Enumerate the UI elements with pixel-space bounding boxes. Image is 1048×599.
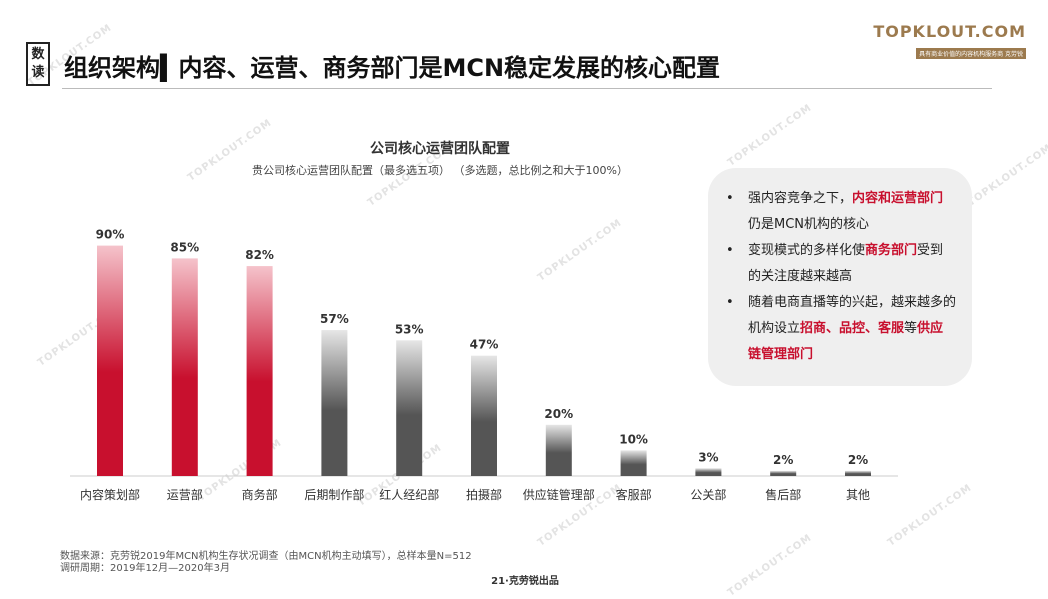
bar-1 [171,258,198,476]
data-source: 数据来源：克劳锐2019年MCN机构生存状况调查（由MCN机构主动填写），总样本… [60,551,472,562]
insight-item-2: 随着电商直播等的兴起，越来越多的机构设立招商、品控、客服等供应链管理部门 [726,290,957,368]
highlight-text: 内容和运营部门 [852,191,944,206]
insight-text: 受到的关注度越来越高 [748,243,944,284]
category-label-9: 售后部 [765,487,801,502]
category-label-8: 公关部 [690,487,726,502]
insight-text: 强内容竞争之下， [748,191,853,206]
footer-source-note: 数据来源：克劳锐2019年MCN机构生存状况调查（由MCN机构主动填写），总样本… [60,551,472,575]
insight-list: 强内容竞争之下，内容和运营部门仍是MCN机构的核心变现模式的多样化使商务部门受到… [726,186,956,368]
page-title: 组织架构▍内容、运营、商务部门是MCN稳定发展的核心配置 [64,54,721,82]
bar-0 [97,245,123,476]
page-number: 21·克劳锐出品 [491,576,559,587]
insight-item-0: 强内容竞争之下，内容和运营部门仍是MCN机构的核心 [726,186,956,238]
highlight-text: 招商、品控、客服 [800,321,905,336]
highlight-text: 供应链管理部门 [748,321,944,362]
category-label-10: 其他 [846,488,870,502]
category-label-0: 内容策划部 [80,487,140,502]
category-label-5: 拍摄部 [466,487,502,502]
bar-chart: 90% 内容策划部 85% 运营部 82% 商务部 57% 后期制作部 53% 红人经纪部 47% 拍… [70,228,898,502]
category-label-3: 后期制作部 [304,487,364,502]
data-label-3: 57% [320,312,349,326]
title-divider [62,88,992,89]
data-label-5: 47% [470,338,499,352]
data-label-2: 82% [245,248,274,262]
logo-wordmark: TOPKLOUT.COM [873,22,1026,41]
highlight-text: 商务部门 [865,243,918,258]
insight-text: 变现模式的多样化使 [748,243,866,258]
bar-7 [620,450,647,476]
insight-text: 等 [904,321,918,336]
badge-char-top: 数 [31,47,45,62]
bar-2 [246,266,273,476]
insight-text: 仍是MCN机构的核心 [748,217,870,232]
badge-char-bottom: 读 [31,65,45,80]
bar-3 [321,330,348,476]
watermark-text: TOPKLOUT.COM [725,102,815,169]
category-label-6: 供应链管理部 [523,487,595,502]
data-label-0: 90% [96,228,125,242]
chart-title: 公司核心运营团队配置 [370,141,510,157]
bar-4 [396,340,423,476]
bar-5 [471,355,497,476]
data-label-8: 3% [698,450,718,464]
data-label-7: 10% [619,432,648,446]
bar-8 [695,468,722,476]
insight-callout: 强内容竞争之下，内容和运营部门仍是MCN机构的核心变现模式的多样化使商务部门受到… [708,168,972,386]
bar-6 [545,424,572,476]
category-label-7: 客服部 [616,487,652,502]
data-label-9: 2% [773,453,793,467]
bar-10 [845,470,871,476]
category-label-1: 运营部 [167,487,203,502]
data-label-4: 53% [395,322,424,336]
bar-9 [770,470,797,476]
survey-period: 调研周期：2019年12月—2020年3月 [60,563,230,574]
data-label-6: 20% [544,407,573,421]
brand-logo: TOPKLOUT.COM 具有商业价值的内容机构服务商 克劳锐 [873,22,1026,60]
logo-tagline: 具有商业价值的内容机构服务商 克劳锐 [916,48,1026,59]
data-label-1: 85% [170,240,199,254]
data-label-10: 2% [848,453,868,467]
insight-text: 随着电商直播等的兴起，越来越多的机构设立 [748,295,957,336]
chart-subtitle: 贵公司核心运营团队配置（最多选五项） （多选题，总比例之和大于100%） [252,164,628,177]
watermark-text: TOPKLOUT.COM [965,142,1048,209]
insight-item-1: 变现模式的多样化使商务部门受到的关注度越来越高 [726,238,956,290]
category-label-4: 红人经纪部 [379,487,439,502]
section-badge: 数 读 [26,42,50,86]
category-label-2: 商务部 [242,487,278,502]
